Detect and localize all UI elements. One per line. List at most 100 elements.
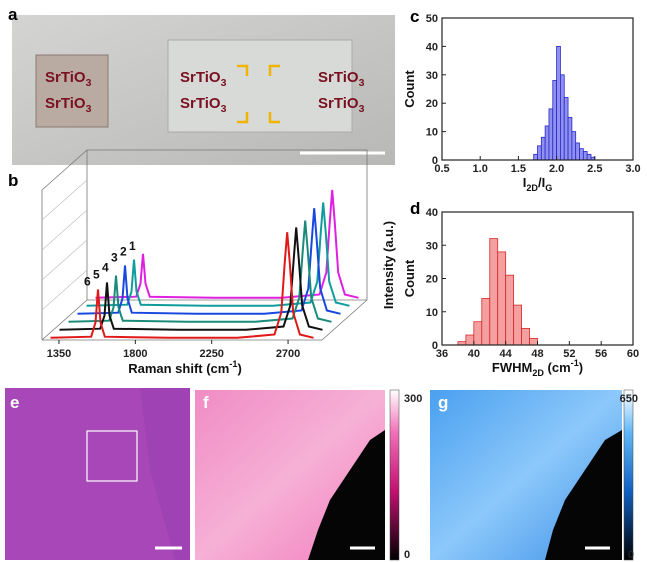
y-tick-label: 10 — [426, 127, 438, 139]
panel-label: e — [10, 393, 19, 412]
photo-label: SrTiO3 — [45, 69, 92, 89]
label-part: (cm — [544, 360, 571, 375]
legend-label: 6 — [84, 274, 91, 288]
photo-label: SrTiO3 — [318, 69, 365, 89]
label-part: SrTiO — [45, 69, 86, 86]
bar — [563, 97, 569, 161]
x-tick-label: 3.0 — [625, 163, 640, 175]
bar — [571, 131, 577, 161]
legend-label: 5 — [93, 268, 100, 282]
x-tick-label: 2.5 — [587, 163, 602, 175]
y-tick-label: 10 — [426, 307, 438, 319]
x-axis-title: Raman shift (cm-1) — [128, 359, 242, 376]
bar — [537, 145, 542, 161]
glass-slide — [167, 39, 353, 133]
colorbar — [389, 389, 400, 561]
y-tick-label: 40 — [426, 207, 438, 219]
panel-label: g — [438, 393, 448, 412]
x-tick-label: 56 — [595, 348, 607, 360]
x-tick-label: 40 — [468, 348, 480, 360]
panel-label: c — [410, 7, 419, 26]
panel-label: d — [410, 199, 420, 218]
selection-box — [86, 430, 138, 482]
label-part: Intensity (a.u.) — [381, 221, 396, 309]
x-tick-label: 1350 — [47, 348, 71, 360]
label-part: ) — [579, 360, 583, 375]
legend-label: 2 — [120, 245, 127, 259]
label-part: SrTiO — [45, 95, 86, 112]
label-part: SrTiO — [318, 95, 359, 112]
grid-line — [41, 239, 88, 281]
label-part: Count — [402, 70, 417, 108]
colorbar-max: 650 — [620, 393, 638, 405]
bar — [521, 327, 530, 346]
bar — [575, 142, 580, 161]
label-part: SrTiO — [180, 95, 221, 112]
grid-line — [41, 269, 88, 311]
grid-line — [41, 179, 88, 221]
label-part: 2D — [532, 368, 544, 378]
colorbar-max: 300 — [404, 393, 422, 405]
x-tick-label: 52 — [563, 348, 575, 360]
y-tick-label: 50 — [426, 13, 438, 25]
bar — [465, 334, 475, 346]
x-tick-label: 2.0 — [549, 163, 564, 175]
plot-frame — [441, 211, 634, 346]
label-part: -1 — [571, 358, 579, 368]
bar — [513, 304, 522, 346]
bar — [481, 298, 491, 346]
legend-label: 3 — [111, 250, 118, 264]
x-tick-label: 48 — [531, 348, 543, 360]
bar — [497, 251, 507, 346]
x-axis-title: I2D/IG — [523, 175, 553, 193]
colorbar — [623, 389, 634, 561]
x-tick-label: 44 — [500, 348, 513, 360]
bar — [548, 108, 554, 161]
label-part: ) — [237, 361, 241, 376]
bar — [505, 274, 515, 346]
label-part: 3 — [86, 77, 92, 89]
label-part: Raman shift (cm — [128, 361, 229, 376]
label-part: SrTiO — [318, 69, 359, 86]
label-part: 3 — [221, 77, 227, 89]
colorbar-min: 0 — [628, 549, 634, 561]
label-part: 3 — [359, 77, 365, 89]
label-part: 3 — [86, 103, 92, 115]
label-part: -1 — [229, 359, 237, 369]
legend-label: 1 — [129, 239, 136, 253]
region — [140, 388, 190, 560]
bar — [582, 151, 588, 161]
x-tick-label: 1.0 — [473, 163, 488, 175]
x-tick-label: 36 — [436, 348, 448, 360]
substrate — [35, 54, 109, 128]
label-part: FWHM — [492, 360, 532, 375]
y-tick-label: 20 — [426, 98, 438, 110]
label-part: I — [523, 175, 527, 190]
panel-label: a — [8, 5, 18, 24]
bar — [586, 153, 592, 161]
x-tick-label: 0.5 — [434, 163, 449, 175]
bar — [533, 153, 538, 161]
x-tick-label: 1800 — [123, 348, 147, 360]
x-axis-title: FWHM2D (cm-1) — [492, 358, 583, 378]
bar — [567, 117, 573, 161]
bar — [552, 80, 558, 161]
y-tick-label: 0 — [432, 155, 438, 167]
y-axis-title: Intensity (a.u.) — [381, 221, 396, 309]
spectrum — [77, 208, 341, 315]
grid-line — [41, 209, 88, 251]
bar — [579, 148, 584, 161]
photo-label: SrTiO3 — [180, 95, 227, 115]
bar — [544, 125, 550, 161]
panel-label: b — [8, 171, 18, 190]
panel-label: f — [203, 393, 209, 412]
x-tick-label: 2700 — [276, 348, 300, 360]
spectrum — [50, 232, 314, 339]
y-tick-label: 20 — [426, 274, 438, 286]
label-part: 2D — [526, 183, 538, 193]
x-tick-label: 2250 — [199, 348, 223, 360]
label-part: 3 — [359, 103, 365, 115]
photo-label: SrTiO3 — [45, 95, 92, 115]
bar — [556, 46, 561, 161]
region — [545, 430, 622, 560]
